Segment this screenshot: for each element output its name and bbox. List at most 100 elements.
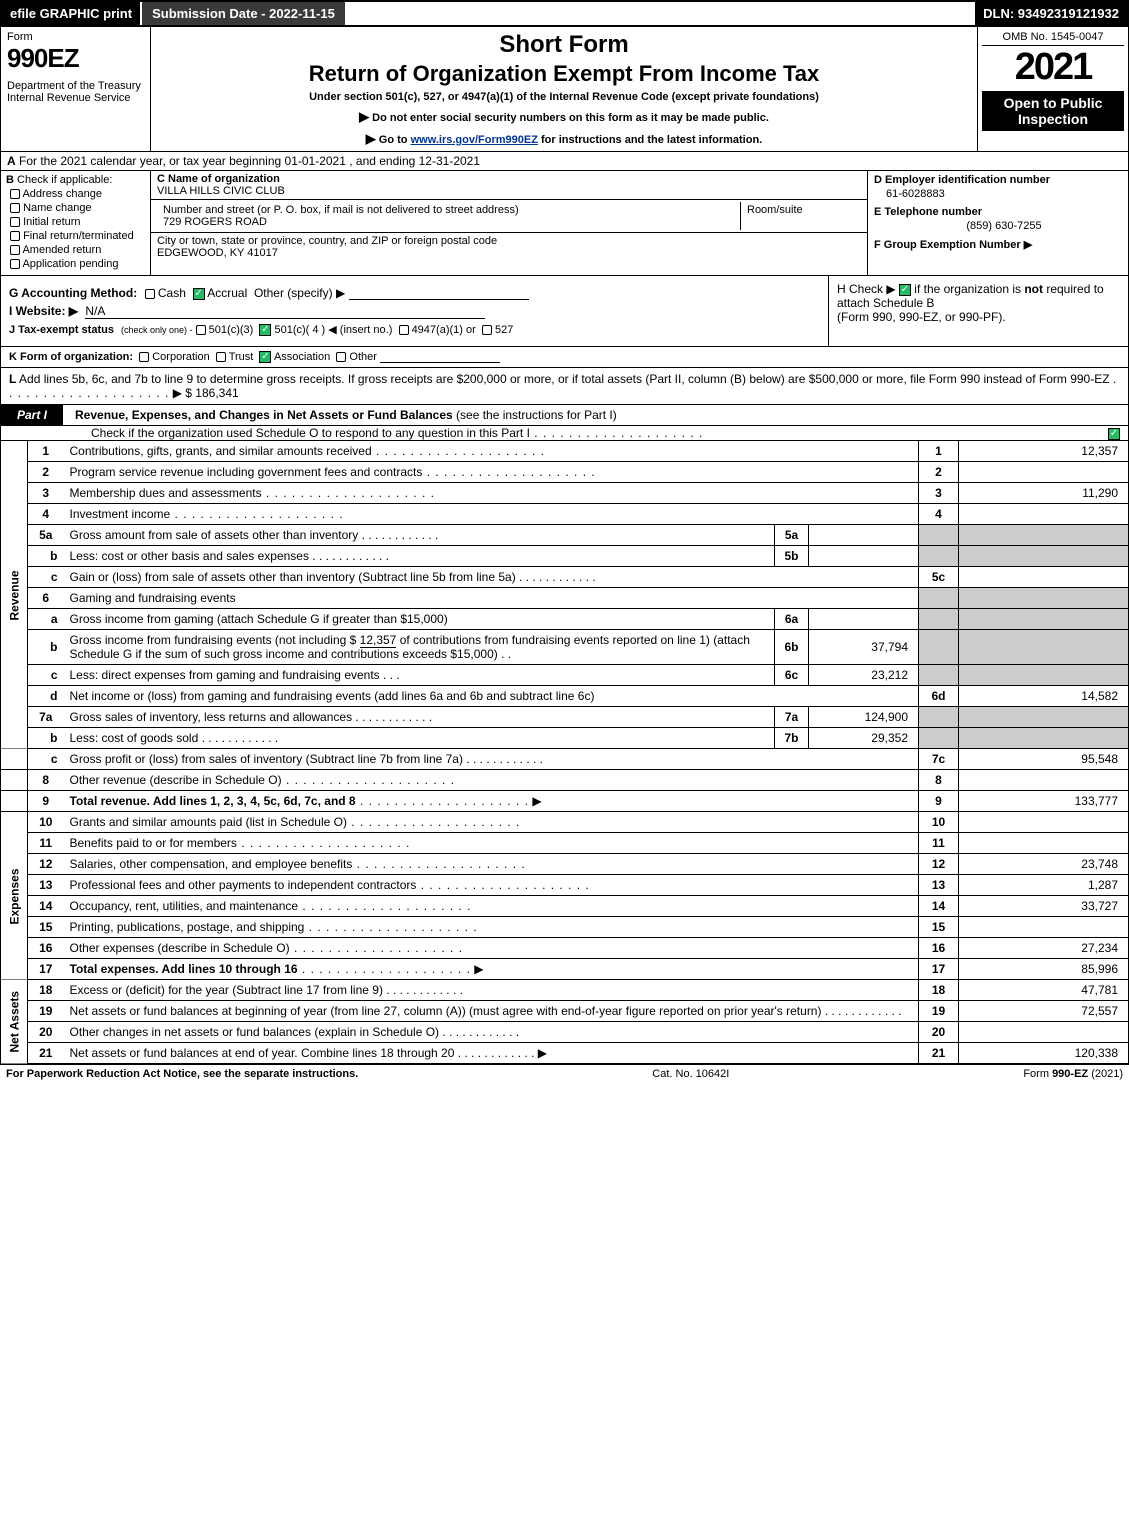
part1-endcheck[interactable]: ✓ xyxy=(1108,426,1128,440)
chk-final-return[interactable]: Final return/terminated xyxy=(6,230,145,242)
l5a-shade xyxy=(919,525,959,546)
c-name-block: C Name of organization VILLA HILLS CIVIC… xyxy=(151,171,867,200)
l3-val: 11,290 xyxy=(959,483,1129,504)
l11-val xyxy=(959,833,1129,854)
no-ssn-line: ▶ Do not enter social security numbers o… xyxy=(159,109,969,125)
j-501c3-check[interactable] xyxy=(196,325,206,335)
chk-application-pending[interactable]: Application pending xyxy=(6,258,145,270)
l1-no: 1 xyxy=(28,441,64,462)
under-section: Under section 501(c), 527, or 4947(a)(1)… xyxy=(159,91,969,103)
l21-nc: 21 xyxy=(919,1043,959,1064)
l9-nc: 9 xyxy=(919,791,959,812)
g-other: Other (specify) ▶ xyxy=(254,286,345,300)
k-other: Other xyxy=(349,351,377,363)
h-check-text: Check ▶ xyxy=(849,282,896,296)
l8-no: 8 xyxy=(28,770,64,791)
l18-desc: Excess or (deficit) for the year (Subtra… xyxy=(64,980,919,1001)
l6a-shade xyxy=(919,609,959,630)
j-501c-check[interactable]: ✓ xyxy=(259,324,271,336)
l12-desc: Salaries, other compensation, and employ… xyxy=(64,854,919,875)
l6c-shade xyxy=(919,665,959,686)
l3-nc: 3 xyxy=(919,483,959,504)
rev-spacer2 xyxy=(1,770,28,791)
l6b-shade xyxy=(919,630,959,665)
l20-desc: Other changes in net assets or fund bala… xyxy=(64,1022,919,1043)
c-street-block: Number and street (or P. O. box, if mail… xyxy=(151,200,867,233)
l6a-shade2 xyxy=(959,609,1129,630)
l19-val: 72,557 xyxy=(959,1001,1129,1022)
goto-link[interactable]: www.irs.gov/Form990EZ xyxy=(411,134,538,146)
l21-no: 21 xyxy=(28,1043,64,1064)
k-corp-check[interactable] xyxy=(139,352,149,362)
g-cash-check[interactable] xyxy=(145,289,155,299)
k-assoc-check[interactable]: ✓ xyxy=(259,351,271,363)
k-other-blank[interactable] xyxy=(380,351,500,363)
no-ssn-text: Do not enter social security numbers on … xyxy=(372,112,769,124)
l18-nc: 18 xyxy=(919,980,959,1001)
submission-date-label: Submission Date - 2022-11-15 xyxy=(140,2,345,25)
l6a-iv xyxy=(809,609,919,630)
omb-label: OMB No. 1545-0047 xyxy=(982,31,1124,46)
l7a-il: 7a xyxy=(775,707,809,728)
col-b: B Check if applicable: Address change Na… xyxy=(1,171,151,275)
l15-desc: Printing, publications, postage, and shi… xyxy=(64,917,919,938)
l20-val xyxy=(959,1022,1129,1043)
l19-desc: Net assets or fund balances at beginning… xyxy=(64,1001,919,1022)
l13-no: 13 xyxy=(28,875,64,896)
l20-nc: 20 xyxy=(919,1022,959,1043)
l14-val: 33,727 xyxy=(959,896,1129,917)
part1-tab: Part I xyxy=(1,405,63,425)
chk-amended-return[interactable]: Amended return xyxy=(6,244,145,256)
l6c-shade2 xyxy=(959,665,1129,686)
line-a-letter: A xyxy=(7,154,16,168)
efile-print-label[interactable]: efile GRAPHIC print xyxy=(2,2,140,25)
part1-title: Revenue, Expenses, and Changes in Net As… xyxy=(63,408,617,422)
l6-shade xyxy=(919,588,959,609)
chk-initial-return[interactable]: Initial return xyxy=(6,216,145,228)
l10-val xyxy=(959,812,1129,833)
l7c-no: c xyxy=(28,749,64,770)
form-number: 990EZ xyxy=(7,43,144,74)
net-sidebar: Net Assets xyxy=(1,980,28,1064)
chk-name-change[interactable]: Name change xyxy=(6,202,145,214)
j-4947-check[interactable] xyxy=(399,325,409,335)
b-label: Check if applicable: xyxy=(17,174,112,186)
l18-no: 18 xyxy=(28,980,64,1001)
l-letter: L xyxy=(9,372,16,386)
dln-label: DLN: 93492319121932 xyxy=(975,2,1127,25)
k-trust-check[interactable] xyxy=(216,352,226,362)
j-501c3: 501(c)(3) xyxy=(209,324,254,336)
j-527-check[interactable] xyxy=(482,325,492,335)
g-other-blank[interactable] xyxy=(349,288,529,300)
l7c-nc: 7c xyxy=(919,749,959,770)
l7a-shade xyxy=(919,707,959,728)
l-amount-arrow: ▶ $ xyxy=(173,386,192,400)
g-accrual-check[interactable]: ✓ xyxy=(193,288,205,300)
goto-line: ▶ Go to www.irs.gov/Form990EZ for instru… xyxy=(159,131,969,147)
footer-right: Form 990-EZ (2021) xyxy=(1023,1068,1123,1080)
top-bar: efile GRAPHIC print Submission Date - 20… xyxy=(0,0,1129,27)
line-j: J Tax-exempt status (check only one) - 5… xyxy=(9,323,820,336)
l18-val: 47,781 xyxy=(959,980,1129,1001)
g-accrual: Accrual xyxy=(207,286,247,300)
l6a-desc: Gross income from gaming (attach Schedul… xyxy=(64,609,775,630)
k-other-check[interactable] xyxy=(336,352,346,362)
bcd-block: B Check if applicable: Address change Na… xyxy=(0,171,1129,276)
l10-no: 10 xyxy=(28,812,64,833)
l9-desc: Total revenue. Add lines 1, 2, 3, 4, 5c,… xyxy=(64,791,919,812)
l5a-iv xyxy=(809,525,919,546)
part1-checkline: Check if the organization used Schedule … xyxy=(0,426,1129,441)
l7c-val: 95,548 xyxy=(959,749,1129,770)
h-checkbox[interactable]: ✓ xyxy=(899,284,911,296)
l5c-nc: 5c xyxy=(919,567,959,588)
chk-address-change[interactable]: Address change xyxy=(6,188,145,200)
d-ein-label: D Employer identification number xyxy=(874,174,1122,186)
l7b-desc: Less: cost of goods sold xyxy=(64,728,775,749)
tax-year: 2021 xyxy=(982,46,1124,89)
col-c: C Name of organization VILLA HILLS CIVIC… xyxy=(151,171,868,275)
l6b-desc: Gross income from fundraising events (no… xyxy=(64,630,775,665)
rev-spacer3 xyxy=(1,791,28,812)
l5c-desc: Gain or (loss) from sale of assets other… xyxy=(64,567,919,588)
l21-val: 120,338 xyxy=(959,1043,1129,1064)
footer-mid: Cat. No. 10642I xyxy=(652,1068,729,1080)
